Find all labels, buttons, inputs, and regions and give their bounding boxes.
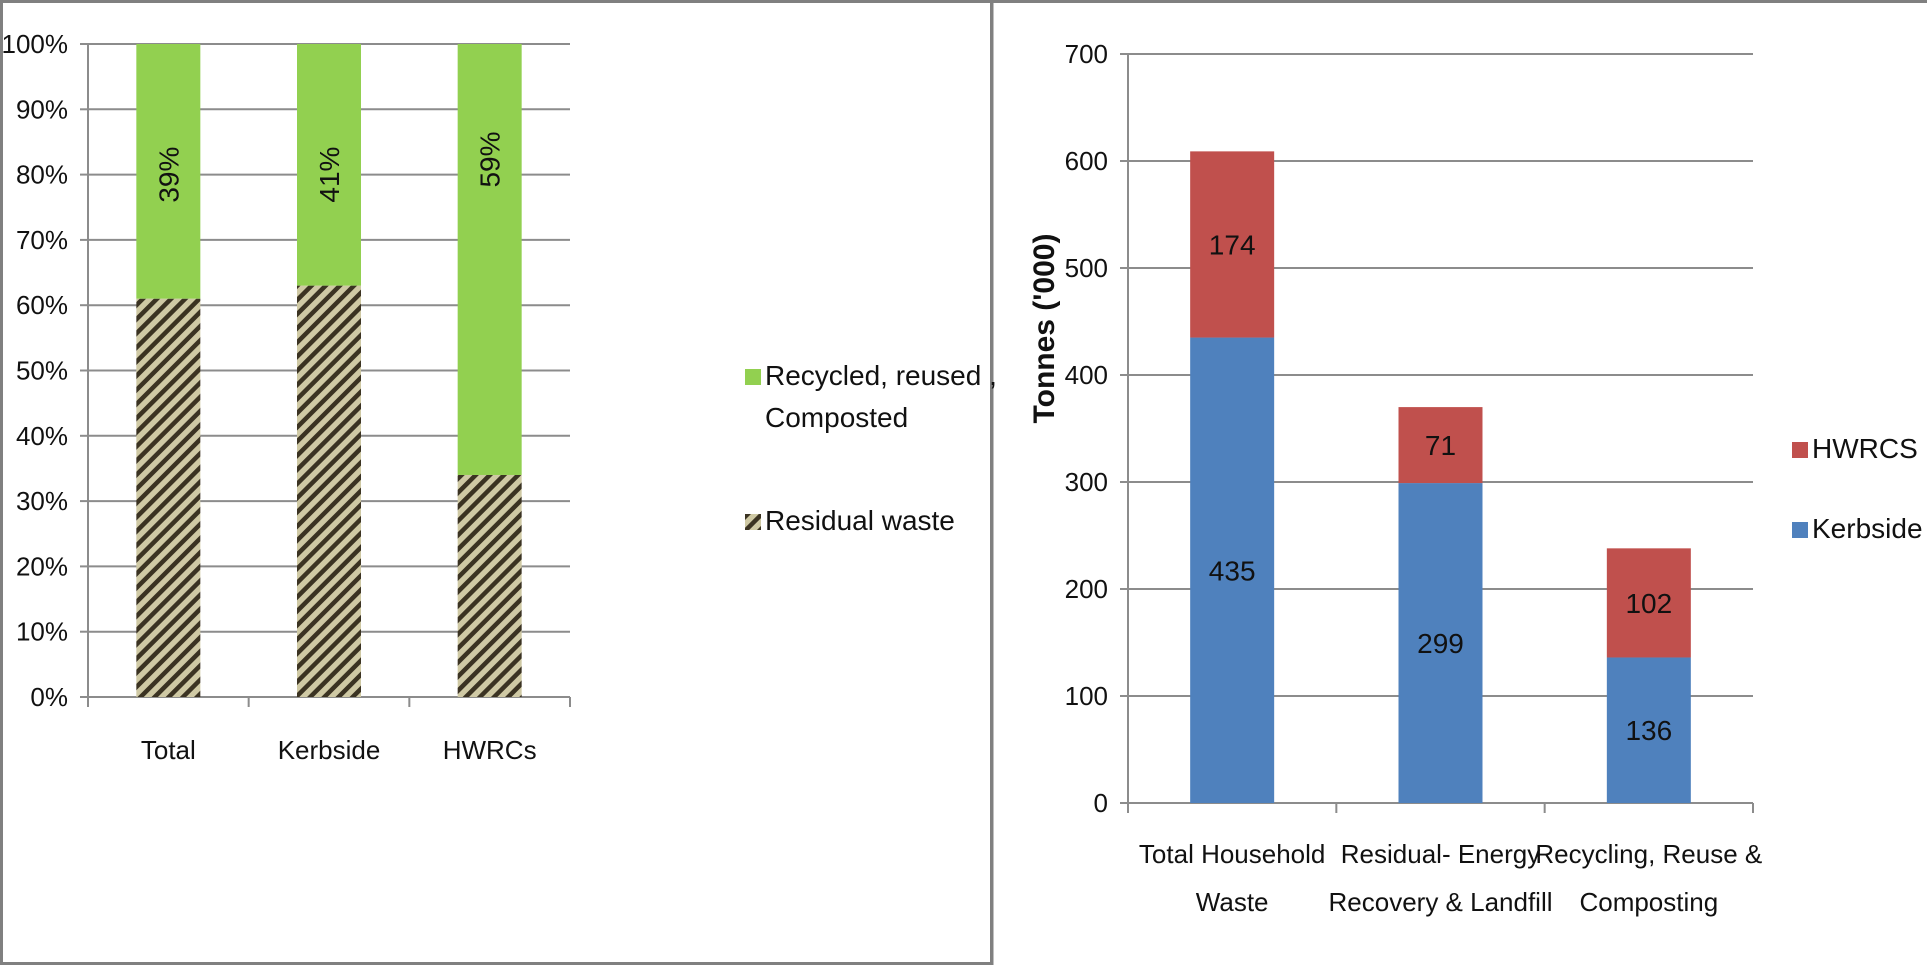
legend-swatch — [745, 369, 761, 385]
x-category-label: Waste — [1196, 887, 1269, 917]
y-tick-label: 300 — [1065, 467, 1108, 497]
data-label: 71 — [1425, 430, 1456, 461]
y-tick-label: 90% — [16, 94, 68, 124]
data-label: 41% — [314, 147, 345, 203]
bar-segment — [297, 44, 361, 286]
x-category-label: Composting — [1579, 887, 1718, 917]
y-tick-label: 400 — [1065, 360, 1108, 390]
tonnage-stacked-chart: 0 100 200 300 400 500 600 700 Tonnes ('000) 435 17… — [1028, 39, 1923, 917]
y-tick-label: 10% — [16, 617, 68, 647]
y-tick-label: 0% — [30, 682, 68, 712]
y-tick-label: 0 — [1094, 788, 1108, 818]
y-tick-label: 30% — [16, 486, 68, 516]
y-tick-label: 600 — [1065, 146, 1108, 176]
bar-segment — [1398, 407, 1483, 484]
y-tick-label: 700 — [1065, 39, 1108, 69]
legend-swatch — [745, 514, 761, 530]
legend-label: HWRCS — [1812, 433, 1918, 464]
bar-segment — [297, 285, 361, 697]
data-label: 136 — [1625, 715, 1672, 746]
bar-segment — [136, 44, 201, 299]
bar-segment — [1606, 548, 1691, 658]
x-category-label: HWRCs — [443, 735, 537, 765]
bar-segment — [457, 474, 522, 697]
legend-swatch — [1792, 442, 1808, 458]
data-label: 102 — [1625, 588, 1672, 619]
x-category-label: Total Household — [1139, 839, 1325, 869]
y-tick-label: 100% — [2, 29, 69, 59]
y-tick-label: 500 — [1065, 253, 1108, 283]
y-tick-label: 100 — [1065, 681, 1108, 711]
legend-label: Composted — [765, 402, 908, 433]
x-category-label: Kerbside — [278, 735, 381, 765]
percent-stacked-chart: 0% 10% 20% 30% 40% 50% 60% 70% 80% 90% 100% 39% Tota… — [2, 29, 997, 765]
x-category-label: Residual- Energy — [1341, 839, 1540, 869]
y-tick-label: 60% — [16, 290, 68, 320]
data-label: 39% — [153, 147, 184, 203]
data-label: 59% — [475, 131, 506, 187]
y-tick-label: 80% — [16, 160, 68, 190]
y-tick-label: 200 — [1065, 574, 1108, 604]
data-label: 174 — [1209, 229, 1256, 260]
legend-label: Recycled, reused , — [765, 360, 997, 391]
bar-segment — [457, 44, 522, 475]
x-category-label: Recovery & Landfill — [1329, 887, 1553, 917]
bar-segment — [1398, 483, 1483, 803]
y-tick-label: 50% — [16, 356, 68, 386]
y-tick-label: 40% — [16, 421, 68, 451]
legend-label: Kerbside — [1812, 513, 1923, 544]
x-category-label: Recycling, Reuse & — [1535, 839, 1762, 869]
y-tick-label: 70% — [16, 225, 68, 255]
legend-swatch — [1792, 522, 1808, 538]
bar-segment — [136, 298, 201, 697]
legend-label: Residual waste — [765, 505, 955, 536]
y-tick-label: 20% — [16, 551, 68, 581]
data-label: 435 — [1209, 555, 1256, 586]
bar-segment — [1606, 657, 1691, 803]
data-label: 299 — [1417, 628, 1464, 659]
y-axis-title: Tonnes ('000) — [1028, 234, 1061, 424]
bar-segment — [1190, 151, 1275, 338]
x-category-label: Total — [141, 735, 196, 765]
bar-segment — [1190, 337, 1275, 803]
